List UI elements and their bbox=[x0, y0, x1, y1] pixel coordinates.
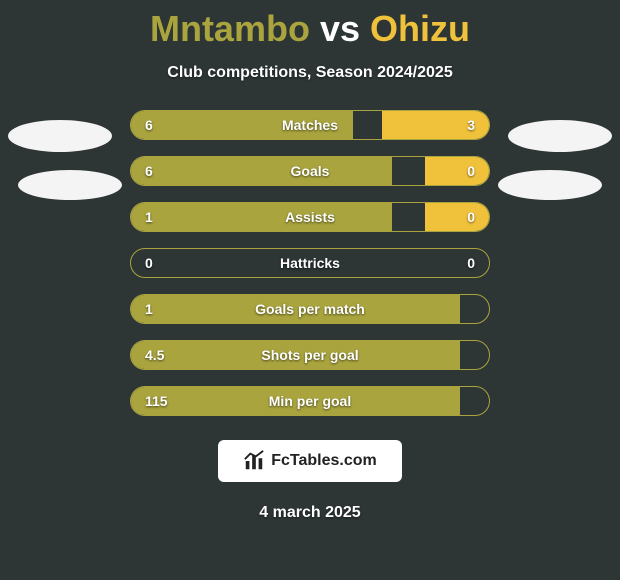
stat-fill-right bbox=[425, 203, 489, 231]
stat-row: 4.5 Shots per goal bbox=[130, 340, 490, 370]
stat-value-left: 1 bbox=[145, 301, 153, 317]
stat-row: 0 Hattricks 0 bbox=[130, 248, 490, 278]
stat-value-left: 6 bbox=[145, 163, 153, 179]
stat-label: Goals bbox=[291, 163, 330, 179]
stat-fill-left bbox=[131, 157, 392, 185]
chart-icon bbox=[243, 450, 265, 472]
player2-name: Ohizu bbox=[370, 8, 470, 49]
stat-label: Hattricks bbox=[280, 255, 340, 271]
stat-value-left: 1 bbox=[145, 209, 153, 225]
stat-value-right: 0 bbox=[467, 255, 475, 271]
stat-row: 1 Assists 0 bbox=[130, 202, 490, 232]
stat-label: Goals per match bbox=[255, 301, 365, 317]
logo-text: FcTables.com bbox=[271, 452, 377, 470]
stat-row: 115 Min per goal bbox=[130, 386, 490, 416]
source-logo: FcTables.com bbox=[218, 440, 402, 482]
player1-name: Mntambo bbox=[150, 8, 310, 49]
stats-container: 6 Matches 3 6 Goals 0 1 Assists 0 0 Hattricks 0 1 Goa… bbox=[0, 110, 620, 416]
stat-value-left: 6 bbox=[145, 117, 153, 133]
stat-row: 6 Goals 0 bbox=[130, 156, 490, 186]
date-label: 4 march 2025 bbox=[0, 504, 620, 522]
stat-value-right: 3 bbox=[467, 117, 475, 133]
stat-label: Min per goal bbox=[269, 393, 351, 409]
stat-row: 6 Matches 3 bbox=[130, 110, 490, 140]
stat-row: 1 Goals per match bbox=[130, 294, 490, 324]
page-title: Mntambo vs Ohizu bbox=[0, 0, 620, 50]
stat-value-left: 115 bbox=[145, 393, 168, 409]
subtitle: Club competitions, Season 2024/2025 bbox=[0, 64, 620, 82]
stat-value-left: 4.5 bbox=[145, 347, 164, 363]
stat-fill-right bbox=[425, 157, 489, 185]
stat-label: Assists bbox=[285, 209, 335, 225]
stat-value-right: 0 bbox=[467, 209, 475, 225]
stat-value-right: 0 bbox=[467, 163, 475, 179]
stat-label: Shots per goal bbox=[261, 347, 358, 363]
stat-value-left: 0 bbox=[145, 255, 153, 271]
title-vs: vs bbox=[320, 8, 360, 49]
stat-fill-left bbox=[131, 203, 392, 231]
stat-label: Matches bbox=[282, 117, 338, 133]
